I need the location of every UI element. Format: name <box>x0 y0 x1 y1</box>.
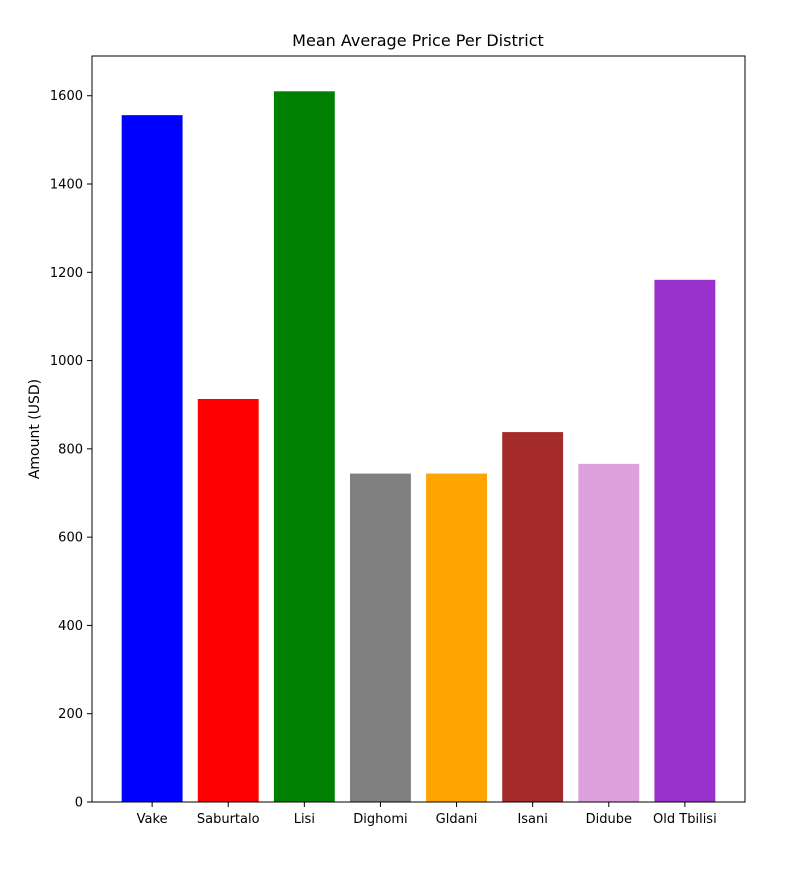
y-tick-label: 1600 <box>50 89 83 104</box>
x-tick-label: Lisi <box>294 812 315 827</box>
ticks-layer: Vake Saburtalo Lisi Dighomi Gldani Isani Didub… <box>50 89 717 827</box>
y-tick-label: 800 <box>58 442 83 457</box>
y-tick-label: 0 <box>75 796 83 811</box>
bar-vake <box>121 115 183 802</box>
bars-layer <box>121 91 716 802</box>
chart-title: Mean Average Price Per District <box>292 31 544 50</box>
bar-isani <box>502 432 564 802</box>
bar-old-tbilisi <box>654 279 716 802</box>
x-tick-label: Gldani <box>436 812 478 827</box>
x-tick-label: Old Tbilisi <box>653 812 717 827</box>
x-tick-label: Isani <box>517 812 547 827</box>
bar-saburtalo <box>197 398 259 802</box>
y-tick-label: 200 <box>58 707 83 722</box>
x-tick-label: Didube <box>586 812 632 827</box>
bar-dighomi <box>350 473 411 802</box>
y-tick-label: 1000 <box>50 354 83 369</box>
y-tick-label: 600 <box>58 531 83 546</box>
bar-didube <box>578 463 640 802</box>
y-tick-label: 1200 <box>50 266 83 281</box>
bar-gldani <box>426 473 487 802</box>
x-tick-label: Dighomi <box>353 812 407 827</box>
y-tick-label: 1400 <box>50 178 83 193</box>
y-tick-label: 400 <box>58 619 83 634</box>
x-tick-label: Saburtalo <box>197 812 260 827</box>
y-axis-label: Amount (USD) <box>27 379 43 479</box>
bar-lisi <box>273 91 335 802</box>
plot-frame <box>91 55 746 803</box>
x-tick-label: Vake <box>137 812 168 827</box>
